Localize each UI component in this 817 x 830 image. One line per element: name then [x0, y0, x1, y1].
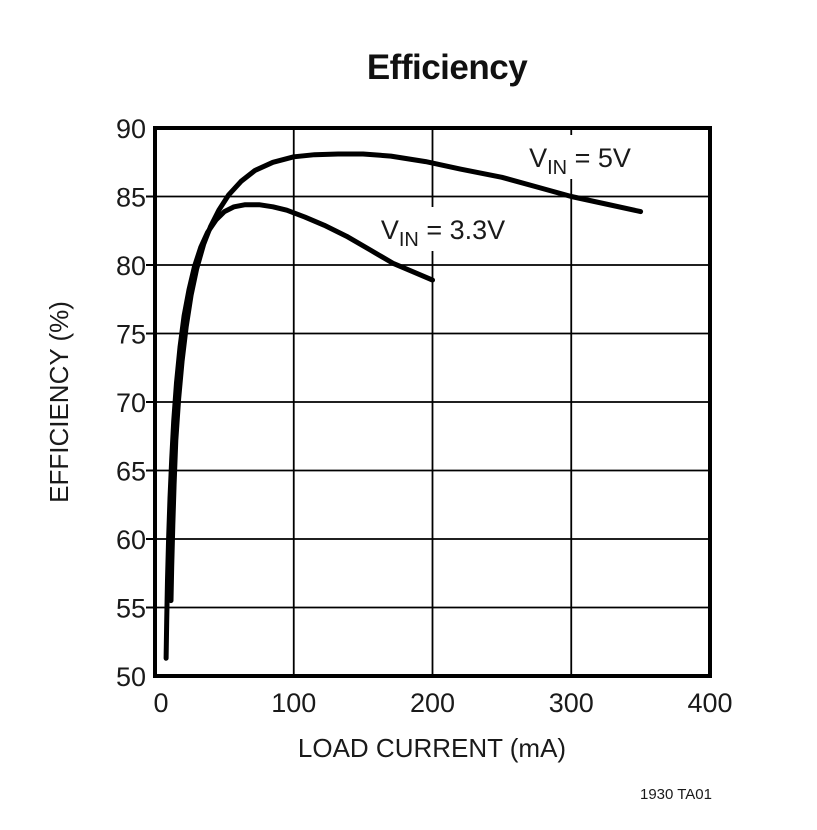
chart-title: Efficiency	[367, 48, 528, 87]
series-label-vin-5v: VIN = 5V	[529, 143, 631, 179]
series-label-vin-3.3v: VIN = 3.3V	[381, 215, 505, 251]
x-tick-label: 200	[410, 688, 455, 718]
x-tick-label: 300	[549, 688, 594, 718]
y-tick-label: 85	[116, 183, 146, 213]
x-axis-label: LOAD CURRENT (mA)	[298, 733, 566, 763]
y-tick-label: 75	[116, 320, 146, 350]
x-tick-label: 0	[153, 688, 168, 718]
y-tick-label: 90	[116, 114, 146, 144]
y-tick-label: 65	[116, 457, 146, 487]
curve-vin-3.3v	[163, 202, 435, 661]
y-tick-label: 70	[116, 388, 146, 418]
x-tick-label: 400	[687, 688, 732, 718]
figure-note: 1930 TA01	[640, 786, 712, 803]
x-tick-label: 100	[271, 688, 316, 718]
curve-vin-5v	[168, 151, 644, 604]
y-tick-label: 50	[116, 662, 146, 692]
y-tick-label: 55	[116, 594, 146, 624]
plot-frame	[153, 126, 712, 678]
y-tick-label: 60	[116, 525, 146, 555]
y-axis-label: EFFICIENCY (%)	[44, 301, 74, 503]
series-label-mask	[513, 135, 647, 179]
series-label-mask	[369, 207, 517, 251]
plot-area: 50 55 60 65 70 75 80 85 90 0 100 200 300 400 VIN = 5V V…	[116, 114, 733, 718]
y-tick-label: 80	[116, 251, 146, 281]
